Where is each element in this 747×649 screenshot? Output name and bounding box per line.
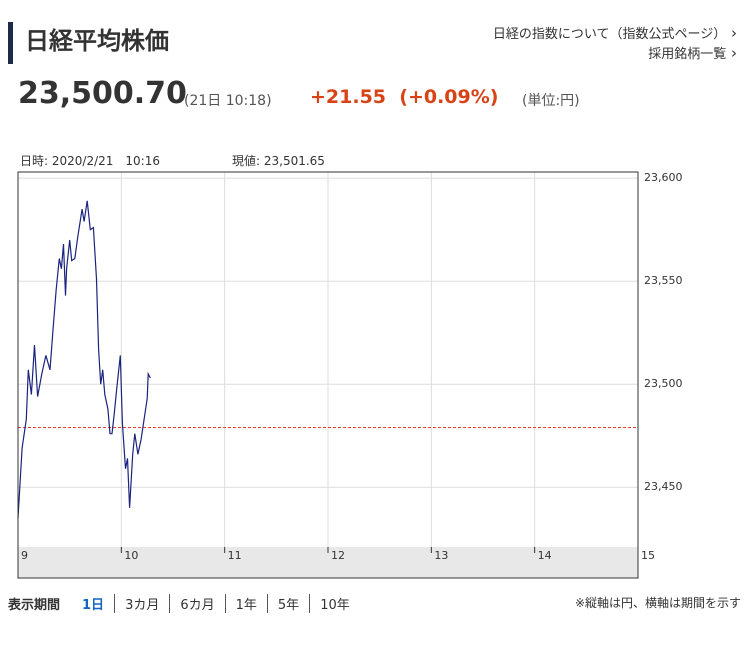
chart-current: 現値: 23,501.65 [232, 154, 325, 168]
chart: 9 10 11 12 13 14 15 23,450 23,500 23,550 23,600 [17, 171, 683, 579]
y-tick-label: 23,500 [644, 377, 683, 390]
chart-datetime: 日時: 2020/2/21 10:16 [20, 154, 160, 168]
change-pct: (+0.09%) [399, 86, 499, 108]
plot-frame [17, 171, 639, 579]
price-time: (21日 10:18) [184, 93, 272, 109]
period-label: 表示期間 [8, 598, 61, 613]
y-tick-label: 23,600 [644, 171, 683, 184]
link[interactable]: 日経の指数について（指数公式ページ） [493, 24, 737, 44]
period-option[interactable]: 5年 [266, 594, 309, 613]
x-tick-label: 9 [21, 549, 28, 562]
period-option[interactable]: 3カ月 [114, 594, 169, 613]
links: 日経の指数について（指数公式ページ） 採用銘柄一覧 [493, 24, 737, 64]
note: ※縦軸は円、横軸は期間を示す [574, 596, 741, 610]
change: +21.55 (+0.09%) [310, 86, 498, 108]
x-tick-label: 14 [538, 549, 552, 562]
page-title: 日経平均株価 [8, 22, 169, 64]
period-bar: 表示期間 1日 3カ月 6カ月 1年 5年 10年 [8, 594, 360, 613]
price: 23,500.70 [18, 76, 187, 111]
price-line [17, 200, 151, 519]
period-option[interactable]: 10年 [309, 594, 360, 613]
x-tick-label: 15 [641, 549, 655, 562]
y-tick-label: 23,550 [644, 274, 683, 287]
x-tick-label: 10 [124, 549, 138, 562]
unit: (単位:円) [522, 93, 580, 109]
y-tick-label: 23,450 [644, 480, 683, 493]
link[interactable]: 採用銘柄一覧 [493, 44, 737, 64]
change-value: +21.55 [310, 86, 387, 108]
period-option[interactable]: 1年 [224, 594, 267, 613]
period-option[interactable]: 6カ月 [169, 594, 224, 613]
x-tick-label: 12 [331, 549, 345, 562]
period-option[interactable]: 1日 [82, 598, 105, 613]
x-tick-label: 13 [434, 549, 448, 562]
x-tick-label: 11 [228, 549, 242, 562]
